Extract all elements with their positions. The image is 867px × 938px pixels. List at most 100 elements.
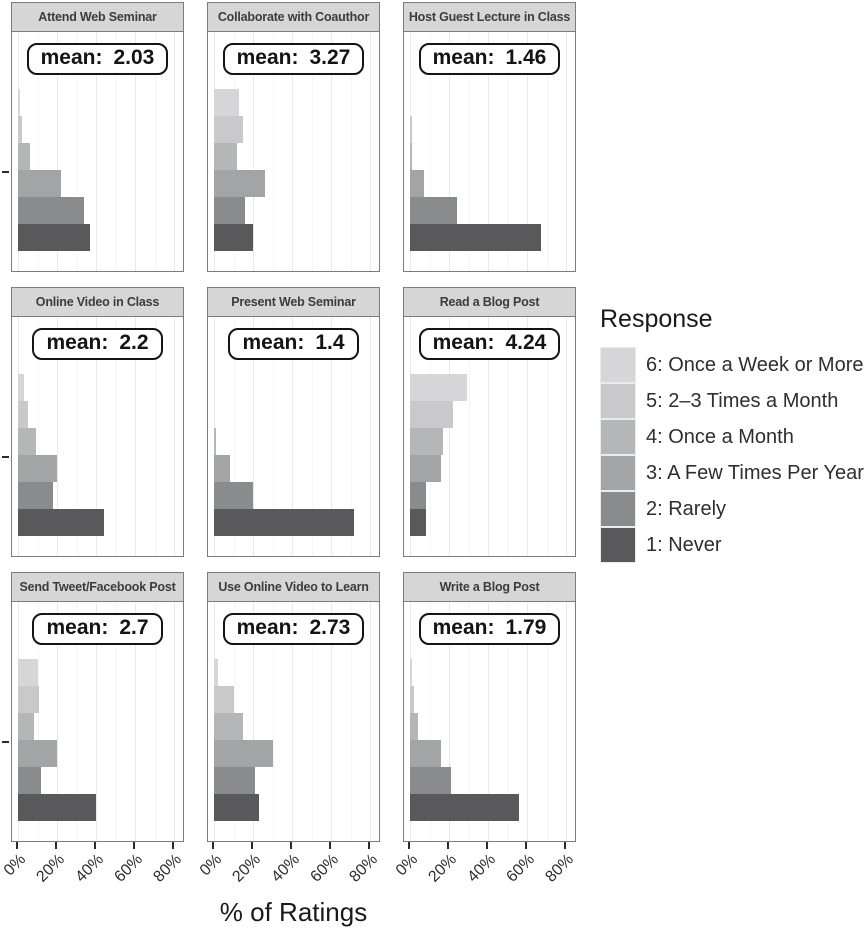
- mean-label: mean:: [46, 331, 109, 354]
- mean-value: 4.24: [505, 331, 547, 354]
- facet-panel: Present Web Seminar mean: 1.4: [207, 287, 380, 557]
- bar-group: [208, 374, 379, 536]
- gridline-minor: [311, 317, 313, 556]
- mean-label-box: mean: 2.73: [222, 613, 365, 645]
- legend-entry-label: 2: Rarely: [646, 497, 727, 520]
- gridline-major: [174, 602, 175, 841]
- bar-response-5: [410, 686, 414, 713]
- gridline-major: [488, 602, 489, 841]
- bar-response-1: [410, 794, 520, 821]
- gridline-major: [253, 317, 254, 556]
- gridline-minor: [272, 602, 274, 841]
- legend-entries: 6: Once a Week or More 5: 2–3 Times a Mon…: [600, 347, 864, 563]
- bar-response-3: [214, 740, 273, 767]
- mean-label-box: mean: 1.46: [418, 43, 561, 75]
- x-axis-tick-label: 80%: [150, 851, 186, 886]
- x-axis-tick: [16, 842, 18, 849]
- bar-response-5: [214, 116, 244, 143]
- gridline-minor: [350, 32, 352, 271]
- mean-label: mean:: [46, 616, 109, 639]
- gridline-major: [331, 32, 332, 271]
- mean-label-box: mean: 3.27: [222, 43, 365, 75]
- legend-swatch-response-4: [600, 419, 636, 455]
- bar-response-2: [18, 197, 85, 224]
- legend-entry: 3: A Few Times Per Year: [600, 455, 864, 491]
- gridline-minor: [272, 32, 274, 271]
- gridline-major: [331, 602, 332, 841]
- legend-entry: 5: 2–3 Times a Month: [600, 383, 864, 419]
- legend-entry: 4: Once a Month: [600, 419, 864, 455]
- x-axis-tick-label: 0%: [392, 851, 422, 880]
- mean-value: 3.27: [309, 46, 351, 69]
- gridline-minor: [350, 602, 352, 841]
- gridline-minor: [546, 317, 548, 556]
- gridline-major: [527, 317, 528, 556]
- gridline-major: [57, 32, 58, 271]
- y-axis-tick: [2, 456, 9, 458]
- mean-label-box: mean: 2.03: [26, 43, 169, 75]
- gridline-major: [527, 32, 528, 271]
- bar-response-6: [214, 659, 218, 686]
- gridline-major: [527, 602, 528, 841]
- gridline-major: [292, 317, 293, 556]
- legend-swatch-response-5: [600, 383, 636, 419]
- gridline-minor: [154, 602, 156, 841]
- gridline-major: [57, 602, 58, 841]
- bar-response-3: [18, 455, 57, 482]
- bar-group: [12, 374, 183, 536]
- bar-response-3: [214, 170, 265, 197]
- gridline-major: [174, 317, 175, 556]
- legend-entry-label: 3: A Few Times Per Year: [646, 461, 864, 484]
- facet-plot-area: mean: 4.24: [403, 317, 576, 557]
- bar-group: [208, 89, 379, 251]
- gridline-major: [253, 602, 254, 841]
- bar-group: [12, 89, 183, 251]
- mean-annotation: mean: 1.46: [404, 43, 575, 75]
- mean-value: 2.03: [113, 46, 155, 69]
- mean-label: mean:: [432, 46, 495, 69]
- x-axis-tick: [251, 842, 253, 849]
- mean-value: 2.7: [119, 616, 149, 639]
- legend-swatch-response-3: [600, 455, 636, 491]
- bar-response-1: [214, 509, 355, 536]
- bar-response-4: [410, 428, 444, 455]
- bar-response-6: [214, 89, 240, 116]
- bar-response-4: [214, 713, 244, 740]
- bar-response-6: [18, 89, 20, 116]
- x-axis-tick-label: 0%: [0, 851, 30, 880]
- x-axis-tick: [486, 842, 488, 849]
- gridline-major: [135, 602, 136, 841]
- legend-entry: 2: Rarely: [600, 491, 864, 527]
- bar-group: [404, 659, 575, 821]
- x-axis-tick: [564, 842, 566, 849]
- bar-response-1: [410, 509, 426, 536]
- x-axis-tick: [408, 842, 410, 849]
- facet-plot-area: mean: 1.79: [403, 602, 576, 842]
- bar-group: [404, 374, 575, 536]
- mean-label-box: mean: 2.7: [32, 613, 163, 645]
- gridline-minor: [233, 317, 235, 556]
- bar-response-5: [410, 116, 412, 143]
- x-axis-tick: [212, 842, 214, 849]
- bar-response-4: [18, 713, 34, 740]
- facet-plot-area: mean: 1.46: [403, 32, 576, 272]
- bar-response-3: [214, 455, 230, 482]
- facet-strip-title: Attend Web Seminar: [11, 2, 184, 32]
- gridline-minor: [546, 32, 548, 271]
- facet-strip-title: Present Web Seminar: [207, 287, 380, 317]
- gridline-minor: [429, 32, 431, 271]
- bar-response-4: [410, 713, 418, 740]
- gridline-minor: [37, 317, 39, 556]
- mean-value: 1.4: [315, 331, 345, 354]
- gridline-minor: [272, 317, 274, 556]
- x-axis-tick: [133, 842, 135, 849]
- bar-group: [404, 89, 575, 251]
- x-axis-tick-label: 0%: [196, 851, 226, 880]
- bar-response-4: [214, 143, 238, 170]
- gridline-major: [566, 602, 567, 841]
- gridline-major: [488, 317, 489, 556]
- bar-response-6: [410, 659, 412, 686]
- legend: Response 6: Once a Week or More 5: 2–3 Ti…: [600, 305, 864, 563]
- x-axis-tick: [329, 842, 331, 849]
- gridline-major: [96, 602, 97, 841]
